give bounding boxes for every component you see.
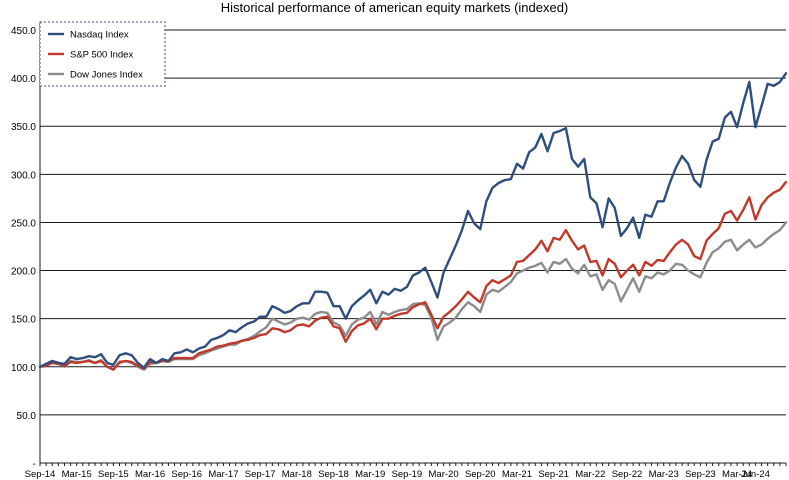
x-tick-label: Mar-18 <box>282 469 312 480</box>
x-tick-label: Sep-20 <box>465 469 496 480</box>
x-tick-label: Mar-19 <box>355 469 385 480</box>
axes: - 50.0 100.0 150.0 200.0 250.0 300.0 350.0 400.0… <box>11 22 787 480</box>
x-tick-label: Sep-16 <box>171 469 202 480</box>
x-tick-label: Mar-20 <box>429 469 459 480</box>
x-tick-label: Sep-15 <box>98 469 129 480</box>
x-tick-label: Sep-22 <box>612 469 643 480</box>
y-tick-label: - <box>33 459 36 470</box>
legend: Nasdaq Index S&P 500 Index Dow Jones Index <box>39 21 166 87</box>
x-tick-label: Sep-19 <box>392 469 423 480</box>
y-tick-label: 350.0 <box>11 122 36 133</box>
x-tick-label: Sep-21 <box>538 469 569 480</box>
y-tick-label: 300.0 <box>11 170 36 181</box>
x-tick-label: Mar-15 <box>62 469 92 480</box>
series-line <box>38 180 788 371</box>
x-tick-label: Mar-22 <box>575 469 605 480</box>
y-tick-label: 150.0 <box>11 315 36 326</box>
y-tick-label: 400.0 <box>11 74 36 85</box>
legend-label: S&P 500 Index <box>70 50 133 61</box>
x-tick-label: Mar-24 <box>722 469 752 480</box>
x-tick-label: Sep-18 <box>318 469 349 480</box>
series-line <box>38 72 788 369</box>
y-tick-label: 100.0 <box>11 363 36 374</box>
x-tick-label: Mar-17 <box>208 469 238 480</box>
gridlines <box>40 29 786 416</box>
series-lines <box>38 72 788 371</box>
legend-label: Nasdaq Index <box>70 30 129 41</box>
legend-label: Dow Jones Index <box>70 70 143 81</box>
y-tick-label: 50.0 <box>17 411 37 422</box>
y-tick-label: 200.0 <box>11 267 36 278</box>
chart-title: Historical performance of american equit… <box>220 0 569 15</box>
x-tick-label: Sep-23 <box>685 469 716 480</box>
x-tick-label: Mar-16 <box>135 469 165 480</box>
y-tick-label: 450.0 <box>11 26 36 37</box>
x-tick-label: Sep-14 <box>25 469 56 480</box>
x-tick-label: Mar-21 <box>502 469 532 480</box>
y-tick-label: 250.0 <box>11 218 36 229</box>
series-line <box>38 221 788 371</box>
x-tick-label: Mar-23 <box>649 469 679 480</box>
x-tick-label: Jun-24 <box>741 469 770 480</box>
x-tick-label: Sep-17 <box>245 469 276 480</box>
